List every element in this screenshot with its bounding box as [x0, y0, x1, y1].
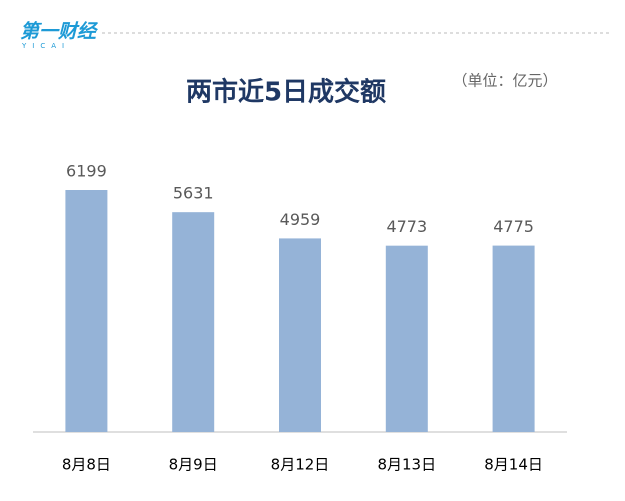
value-label: 4773 — [386, 217, 427, 236]
value-label: 4775 — [493, 217, 534, 236]
x-tick-label: 8月13日 — [377, 456, 436, 474]
bar — [172, 212, 215, 432]
value-label: 5631 — [173, 184, 214, 203]
logo-sub: YICAI — [21, 42, 70, 50]
bar — [492, 245, 535, 432]
bar — [279, 238, 321, 432]
unit-note: （单位：亿元） — [452, 72, 557, 90]
x-tick-label: 8月14日 — [484, 456, 543, 474]
bar — [65, 190, 108, 432]
x-tick-label: 8月9日 — [169, 456, 218, 474]
x-tick-label: 8月8日 — [62, 456, 111, 474]
x-tick-label: 8月12日 — [271, 456, 330, 474]
value-label: 4959 — [280, 210, 321, 229]
chart-title: 两市近5日成交额 — [186, 77, 386, 108]
logo: 第一财经 — [20, 21, 99, 43]
bar — [385, 245, 428, 432]
value-label: 6199 — [66, 162, 107, 181]
